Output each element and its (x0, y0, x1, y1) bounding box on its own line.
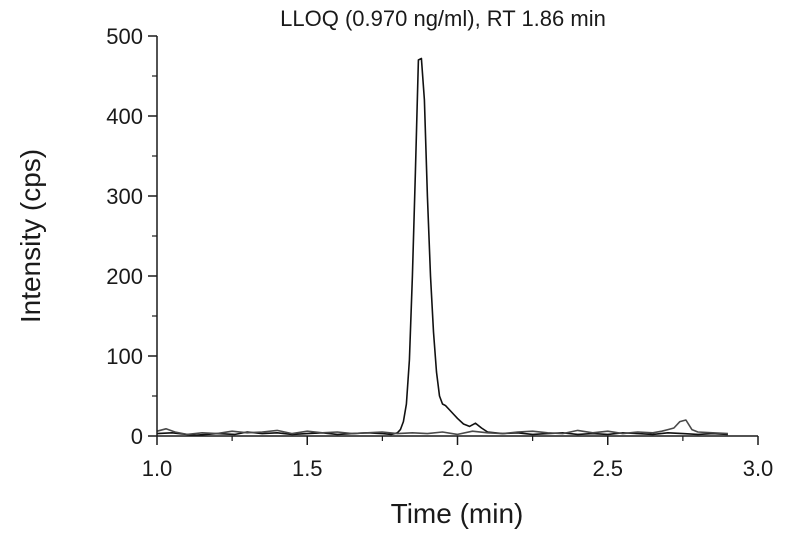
chart-title: LLOQ (0.970 ng/ml), RT 1.86 min (280, 6, 606, 31)
x-tick-label: 2.0 (442, 456, 473, 481)
series-layer (156, 57, 728, 437)
y-tick-label: 0 (131, 424, 143, 449)
series-line-1 (156, 57, 728, 437)
x-tick-label: 2.5 (592, 456, 623, 481)
x-tick-label: 3.0 (743, 456, 774, 481)
x-tick-label: 1.0 (142, 456, 173, 481)
y-tick-label: 400 (106, 104, 143, 129)
y-axis-ticks: 0 100 200 300 400 500 (106, 24, 157, 449)
x-axis-label: Time (min) (391, 498, 524, 529)
x-axis-ticks: 1.0 1.5 2.0 2.5 3.0 (142, 436, 774, 481)
y-axis-label: Intensity (cps) (15, 149, 46, 323)
series-line-2 (156, 419, 728, 436)
y-tick-label: 500 (106, 24, 143, 49)
y-tick-label: 100 (106, 344, 143, 369)
y-tick-label: 200 (106, 264, 143, 289)
x-tick-label: 1.5 (292, 456, 323, 481)
y-tick-label: 300 (106, 184, 143, 209)
